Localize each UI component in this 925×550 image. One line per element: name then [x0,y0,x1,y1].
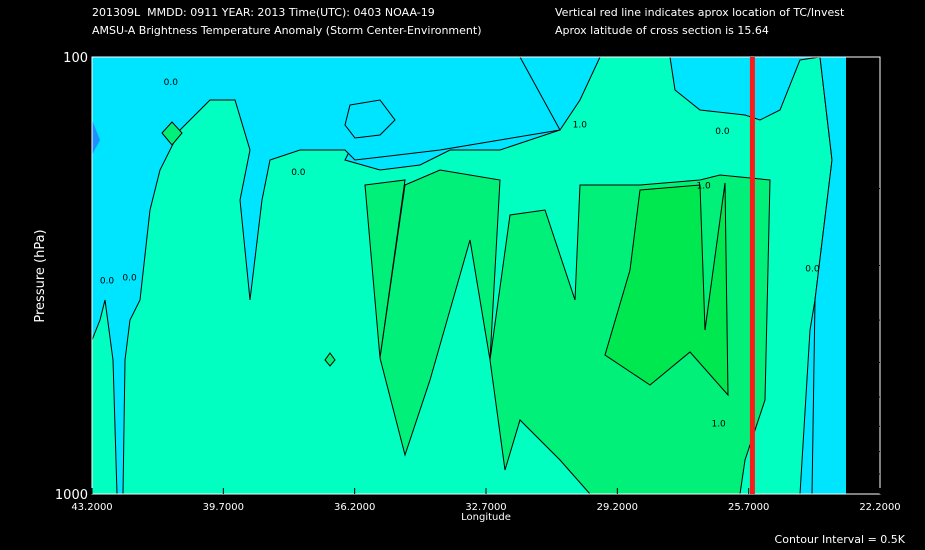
x-tick-label: 25.7000 [728,502,769,513]
contour-label: 0.0 [164,78,179,88]
x-tick-label: 36.2000 [334,502,375,513]
contour-label: 0.0 [100,277,115,287]
contour-label: 0.0 [715,127,730,137]
x-tick-label: 29.2000 [597,502,638,513]
region-diamond-west [161,121,183,146]
x-tick-label: 43.2000 [71,502,112,513]
contour-label: 1.0 [573,121,588,131]
contour-label: 0.0 [122,274,137,284]
header-line1-left: 201309L MMDD: 0911 YEAR: 2013 Time(UTC):… [92,6,435,19]
header-line1-right: Vertical red line indicates aprox locati… [555,6,845,19]
y-tick-label: 100 [63,51,88,66]
y-axis: 100 1000 [55,51,880,503]
x-tick-label: 22.2000 [859,502,900,513]
contour-label: 0.0 [805,265,820,275]
contour-label: 1.0 [696,182,711,192]
region-diamond-center [324,352,336,367]
contour-labels: 0.0 0.0 0.0 0.0 1.0 0.0 1.0 0.0 1.0 [100,78,820,429]
x-tick-label: 39.7000 [203,502,244,513]
contour-interval-note: Contour Interval = 0.5K [775,533,906,546]
region-cyan-west [91,56,561,495]
x-axis-label: Longitude [461,512,511,523]
contour-label: 1.0 [711,419,726,429]
region-black-east [846,57,853,494]
region-1.0-1.5 [604,182,729,397]
header-line2-left: AMSU-A Brightness Temperature Anomaly (S… [92,24,482,37]
y-axis-label: Pressure (hPa) [33,229,48,322]
region-blue-west [92,120,100,155]
header-line2-right: Aprox latitude of cross section is 15.64 [555,24,769,37]
y-tick-label: 1000 [55,488,88,503]
contour-label: 0.0 [291,168,306,178]
x-tick-label: 32.7000 [465,502,506,513]
region-cyan-pocket [344,99,396,139]
x-axis: 43.2000 39.7000 36.2000 32.7000 29.2000 25.70… [71,488,901,513]
